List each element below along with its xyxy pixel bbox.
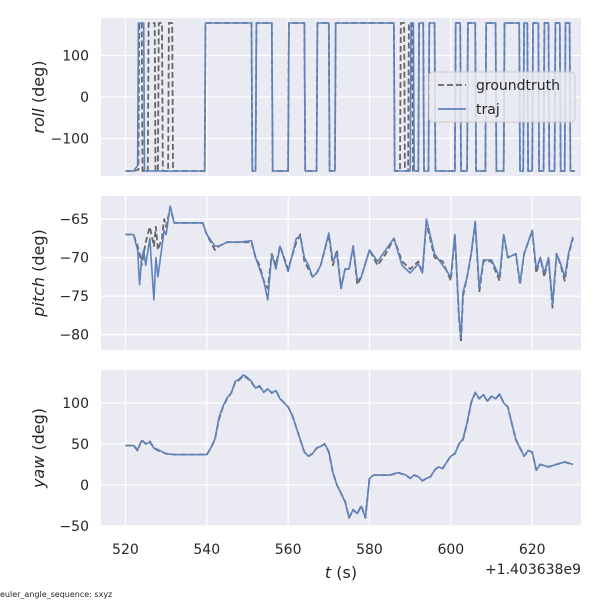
x-axis-label-symbol: t xyxy=(325,563,332,582)
roll-axis-label: roll (deg) xyxy=(29,61,48,134)
roll-y-tick-label: −100 xyxy=(51,132,89,148)
pitch-axis-label: pitch (deg) xyxy=(29,229,48,318)
yaw-y-tick-label: 50 xyxy=(71,437,89,453)
x-tick-label: 600 xyxy=(437,542,464,558)
yaw-y-tick-label: −50 xyxy=(59,519,89,535)
pitch-panel: −65 −70 −75 −80 pitch (deg) xyxy=(29,196,581,350)
yaw-plot-area xyxy=(101,370,581,526)
x-tick-label: 560 xyxy=(275,542,302,558)
x-offset-label: +1.403638e9 xyxy=(485,562,581,578)
yaw-axis-label-symbol: yaw xyxy=(29,455,48,489)
roll-y-tick-label: 0 xyxy=(80,90,89,106)
yaw-panel: 100 50 0 −50 yaw (deg) 520 540 560 580 600 620 t (s… xyxy=(29,370,581,582)
x-tick-label: 540 xyxy=(193,542,220,558)
roll-y-tick-label: 100 xyxy=(62,48,89,64)
euler-sequence-note: euler_angle_sequence: sxyz xyxy=(0,590,112,599)
yaw-y-tick-label: 0 xyxy=(80,478,89,494)
pitch-y-tick-label: −70 xyxy=(59,251,89,267)
roll-axis-label-unit: (deg) xyxy=(29,61,48,109)
pitch-traj-line xyxy=(125,205,574,340)
roll-axis-label-symbol: roll xyxy=(29,108,48,134)
pitch-y-tick-label: −80 xyxy=(59,328,89,344)
yaw-axis-label-unit: (deg) xyxy=(29,408,48,456)
yaw-traj-line xyxy=(125,374,574,519)
x-tick-label: 620 xyxy=(519,542,546,558)
yaw-axis-label: yaw (deg) xyxy=(29,408,48,489)
pitch-y-tick-label: −65 xyxy=(59,212,89,228)
legend-groundtruth-label: groundtruth xyxy=(476,78,560,94)
legend-traj-label: traj xyxy=(476,102,500,118)
x-tick-label: 580 xyxy=(356,542,383,558)
x-axis-label: t (s) xyxy=(325,563,357,582)
pitch-axis-label-symbol: pitch xyxy=(29,277,48,318)
pitch-axis-label-unit: (deg) xyxy=(29,229,48,277)
x-tick-label: 520 xyxy=(112,542,139,558)
roll-traj-line xyxy=(125,22,575,172)
x-axis-label-unit: (s) xyxy=(331,563,357,582)
legend: groundtruth traj xyxy=(428,71,576,123)
pitch-y-tick-label: −75 xyxy=(59,289,89,305)
yaw-y-tick-label: 100 xyxy=(62,396,89,412)
